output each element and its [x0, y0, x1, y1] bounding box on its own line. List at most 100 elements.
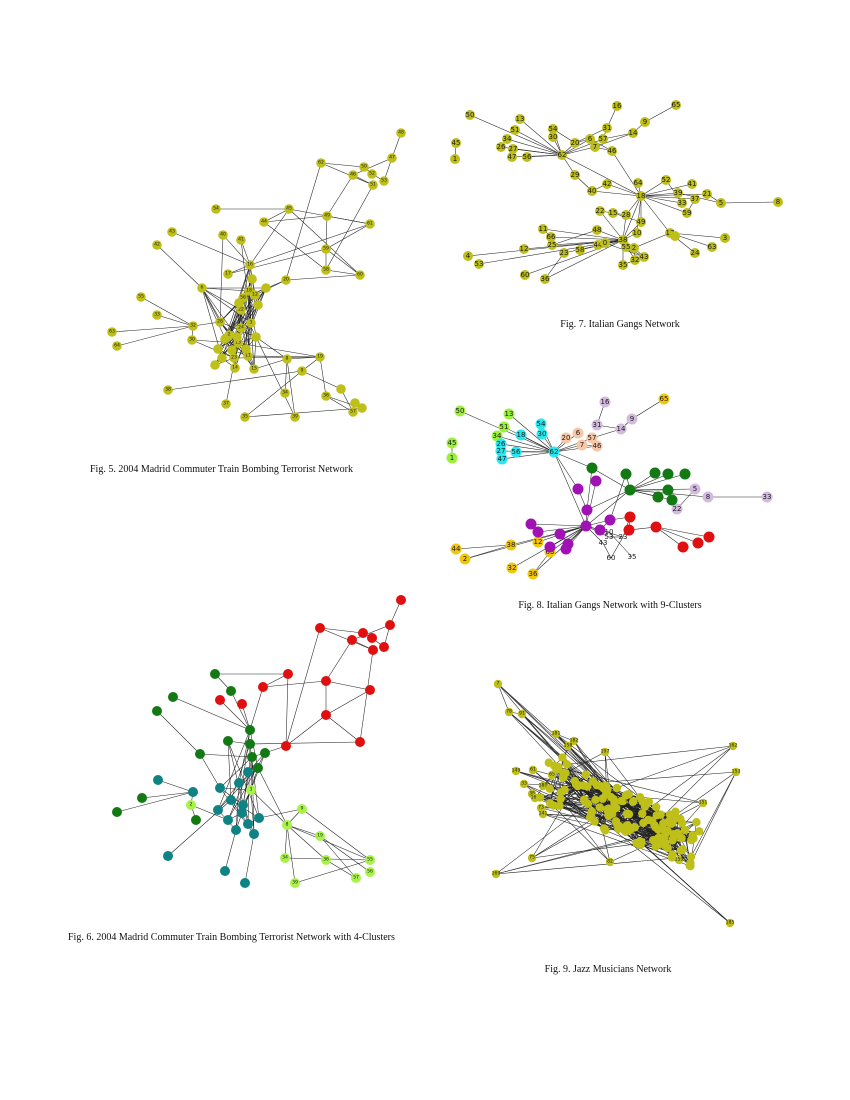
- graph-node: [168, 692, 178, 702]
- graph-node: [690, 194, 700, 204]
- node-label: 33: [521, 781, 527, 787]
- graph-node: [622, 809, 632, 818]
- node-label: 64: [114, 343, 120, 349]
- edge: [629, 488, 696, 491]
- edge: [253, 336, 257, 370]
- node-label: 6: [588, 135, 593, 143]
- graph-node: [608, 208, 618, 218]
- node-label: 49: [637, 218, 646, 226]
- graph-node: [315, 352, 325, 362]
- edge: [319, 627, 364, 634]
- edge: [249, 208, 290, 266]
- node-label: 1: [453, 155, 457, 163]
- graph-node: [220, 334, 230, 344]
- graph-node: [290, 878, 300, 888]
- node-label: 28: [217, 319, 223, 325]
- node-label: 52: [369, 171, 375, 177]
- node-label: 13: [516, 115, 525, 123]
- graph-node: [552, 765, 561, 774]
- node-label: 51: [511, 126, 520, 134]
- edge: [532, 525, 587, 575]
- edge: [201, 287, 238, 338]
- node-label: 162: [729, 743, 738, 749]
- graph-node: [661, 175, 671, 185]
- edge: [326, 174, 354, 217]
- graph-node: [246, 785, 256, 795]
- edge: [531, 796, 641, 859]
- edge: [286, 824, 371, 861]
- graph-node: [507, 152, 517, 162]
- node-label: 23: [231, 355, 237, 361]
- node-label: 197: [601, 749, 610, 755]
- graph-node: [503, 408, 515, 420]
- graph-node: [215, 695, 225, 705]
- node-label: 27: [497, 447, 506, 455]
- graph-node: [495, 445, 507, 457]
- edge: [585, 480, 597, 527]
- graph-node: [581, 770, 591, 779]
- graph-node: [188, 787, 198, 797]
- node-label: 47: [498, 455, 507, 463]
- node-label: 181: [552, 731, 561, 737]
- graph-node: [761, 491, 773, 503]
- graph-node: [731, 767, 741, 777]
- graph-node: [355, 737, 365, 747]
- graph-node: [315, 831, 325, 841]
- node-label: 43: [640, 253, 649, 261]
- node-label: 27: [509, 145, 518, 153]
- edge: [515, 770, 607, 795]
- graph-node: [226, 795, 236, 805]
- graph-node: [586, 462, 598, 474]
- edge: [286, 358, 296, 418]
- graph-node: [605, 857, 615, 867]
- edge: [550, 236, 624, 241]
- graph-node: [348, 407, 358, 417]
- edge: [532, 769, 595, 822]
- graph-node: [559, 768, 568, 777]
- edge: [319, 356, 327, 397]
- node-label: 91: [519, 711, 525, 717]
- graph-node: [321, 244, 331, 254]
- graph-node: [673, 829, 682, 838]
- graph-node: [153, 775, 163, 785]
- graph-node: [687, 835, 696, 845]
- edge: [604, 751, 608, 810]
- node-label: 6: [201, 285, 204, 291]
- graph-node: [549, 801, 559, 810]
- edge: [285, 714, 327, 747]
- graph-node: [600, 238, 610, 248]
- edge: [172, 696, 251, 731]
- edge: [201, 287, 250, 292]
- graph-node: [284, 204, 294, 214]
- graph-node: [612, 783, 622, 793]
- graph-node: [626, 413, 638, 425]
- graph-node: [238, 800, 248, 810]
- graph-node: [650, 821, 659, 830]
- graph-node: [258, 682, 268, 692]
- graph-node: [638, 797, 648, 807]
- edge: [633, 232, 671, 249]
- graph-node: [215, 783, 225, 793]
- edge: [720, 201, 779, 204]
- graph-node: [496, 142, 506, 152]
- graph-node: [528, 765, 538, 775]
- edge: [286, 824, 296, 884]
- node-label: 153: [732, 769, 741, 775]
- figure-5: 48 62 47 50 46 52 51 53 54 44 45 49 61 43 40 41 42 59 16 17…: [100, 125, 420, 425]
- graph-node: [649, 467, 661, 479]
- graph-node: [652, 491, 664, 503]
- node-label: 14: [232, 365, 238, 371]
- node-label: 55: [622, 243, 631, 251]
- figure-9: 7 78 91 181 182 158 197 61 65 149 33 38 180 73 162 141 1…: [488, 678, 748, 928]
- node-label: 9: [301, 806, 304, 812]
- edge: [622, 195, 642, 241]
- edge: [227, 740, 232, 801]
- edge: [501, 451, 555, 460]
- edge: [294, 859, 371, 884]
- graph-node: [240, 412, 250, 422]
- graph-node: [282, 820, 292, 830]
- graph-node: [246, 318, 256, 328]
- graph-node: [474, 259, 484, 269]
- edge: [263, 215, 328, 223]
